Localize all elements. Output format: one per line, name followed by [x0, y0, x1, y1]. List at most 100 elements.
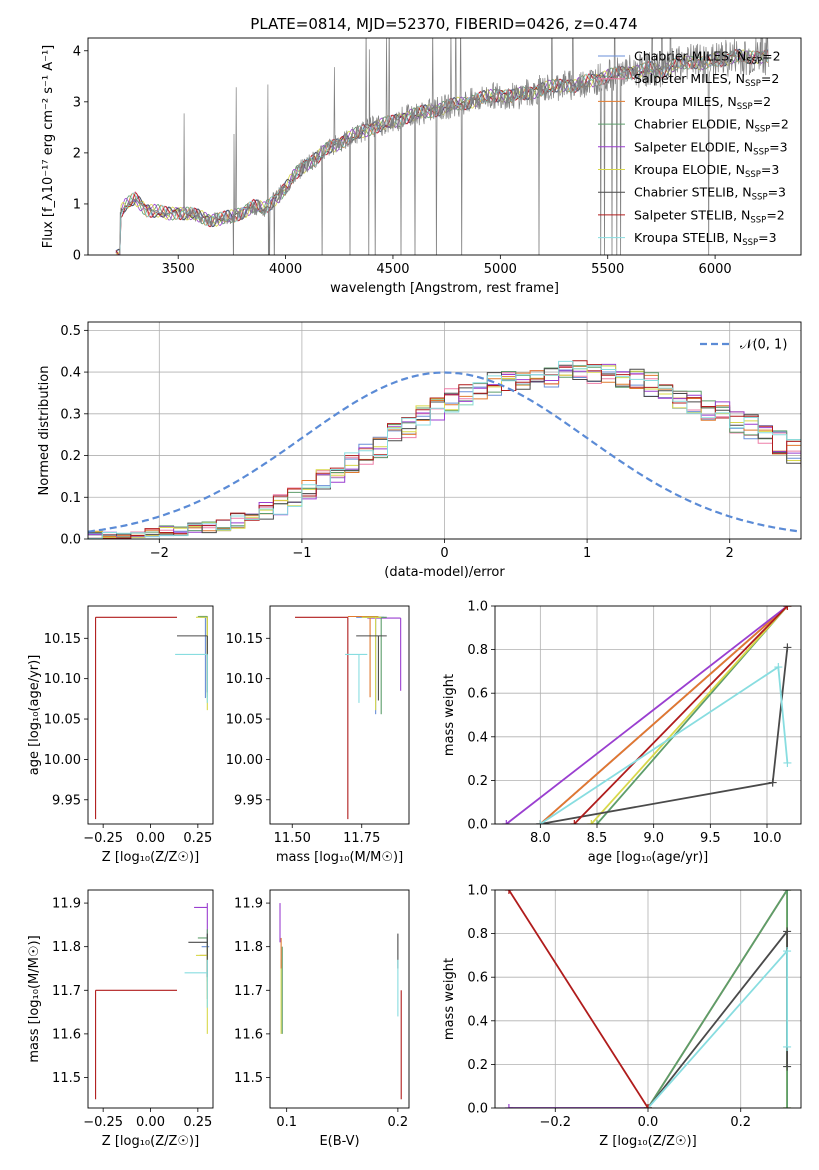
y-tick-label: 1.0 [467, 600, 488, 615]
panels: 3500 4000 4500 5000 5500 6000 0 1 2 3 4 wavelength … [27, 37, 802, 1149]
x-tick-label: 8.0 [530, 831, 551, 846]
x-tick-label: 9.0 [643, 831, 664, 846]
y-tick-label: 10.10 [226, 672, 263, 687]
y-tick-label: 9.95 [234, 793, 263, 808]
y-tick-label: 11.9 [52, 897, 81, 912]
y-tick-label: 10.15 [44, 632, 81, 647]
x-tick-label: 1 [583, 546, 591, 561]
spectrum-legend: Chabrier MILES, NSSP=2 Salpeter MILES, NS… [598, 49, 789, 248]
weight-marker [783, 1042, 792, 1051]
x-tick-label: 5500 [591, 262, 624, 277]
x-tick-label: −0.25 [83, 1115, 123, 1130]
x-tick-label: 0.00 [136, 831, 165, 846]
y-tick-label: 0.0 [467, 818, 488, 833]
axes-frame [87, 37, 802, 256]
error-bars [279, 903, 402, 1100]
y-tick-label: 11.8 [234, 940, 263, 955]
x-tick-label: 6000 [699, 262, 732, 277]
y-tick-label: 9.95 [52, 793, 81, 808]
y-tick-label: 0.4 [467, 730, 488, 745]
mass-vs-EBV-panel: 0.1 0.2 11.5 11.6 11.7 11.8 11.9 E(B-V) [234, 889, 410, 1149]
legend-label: 𝒩(0, 1) [740, 338, 787, 353]
y-tick-label: 1 [73, 197, 81, 212]
axes-frame [87, 889, 214, 1109]
error-bars [95, 903, 210, 1100]
weight-marker [783, 890, 792, 894]
y-tick-label: 10.00 [226, 753, 263, 768]
axes-frame [87, 605, 214, 825]
y-axis-label: mass weight [442, 674, 457, 756]
mass-vs-Z-panel: −0.25 0.00 0.25 11.5 11.6 11.7 11.8 11.9 Z [log₁… [27, 889, 214, 1149]
x-tick-label: 4000 [269, 262, 302, 277]
y-tick-label: 11.5 [52, 1071, 81, 1086]
weight-marker [783, 1062, 792, 1071]
x-tick-label: 11.50 [274, 831, 311, 846]
weight-vs-age-panel: 8.0 8.5 9.0 9.5 10.0 0.0 0.2 0.4 0.6 0.8 1.0 age [l… [442, 600, 802, 865]
y-tick-label: 11.6 [234, 1027, 263, 1042]
y-tick-label: 0.4 [60, 366, 81, 381]
y-axis-label: mass [log₁₀(M/M☉)] [27, 935, 42, 1062]
legend-label: Kroupa MILES, NSSP=2 [634, 94, 771, 112]
y-tick-label: 11.9 [234, 897, 263, 912]
weight-marker [504, 1104, 513, 1108]
legend-label: Chabrier ELODIE, NSSP=2 [634, 117, 789, 135]
weight-line [539, 606, 788, 824]
x-tick-label: 9.5 [700, 831, 721, 846]
x-tick-label: 5000 [484, 262, 517, 277]
weight-marker [783, 758, 792, 767]
x-axis-label: Z [log₁₀(Z/Z☉)] [102, 1134, 199, 1149]
x-tick-label: 0.00 [136, 1115, 165, 1130]
weight-lines [504, 890, 792, 1108]
y-tick-label: 0.6 [467, 971, 488, 986]
legend-label: Salpeter STELIB, NSSP=2 [634, 207, 785, 225]
y-tick-label: 10.10 [44, 672, 81, 687]
x-axis-label: wavelength [Angstrom, rest frame] [330, 281, 559, 296]
histogram-step [88, 360, 801, 539]
x-axis-label: (data-model)/error [384, 565, 505, 580]
x-axis-label: E(B-V) [319, 1134, 359, 1149]
y-tick-label: 0.0 [60, 533, 81, 548]
axes-frame [269, 889, 410, 1109]
y-tick-label: 1.0 [467, 884, 488, 899]
weight-marker [644, 1104, 652, 1108]
weight-marker [504, 890, 513, 894]
weight-marker [502, 820, 511, 824]
y-tick-label: 11.8 [52, 940, 81, 955]
legend-label: Salpeter MILES, NSSP=2 [634, 71, 779, 89]
x-tick-label: 11.75 [343, 831, 380, 846]
weight-marker [783, 1104, 792, 1108]
x-tick-label: 10.0 [753, 831, 782, 846]
weight-marker [783, 606, 792, 610]
y-tick-label: 3 [73, 95, 81, 110]
y-tick-label: 0.3 [60, 407, 81, 422]
error-bars [95, 615, 208, 820]
x-axis-label: age [log₁₀(age/yr)] [588, 850, 709, 865]
x-tick-label: 2 [726, 546, 734, 561]
y-axis-label: Normed distribution [37, 366, 52, 496]
weight-lines [502, 606, 792, 824]
x-tick-label: 0.0 [638, 1115, 659, 1130]
y-tick-label: 11.5 [234, 1071, 263, 1086]
y-tick-label: 10.15 [226, 632, 263, 647]
x-tick-label: −1 [292, 546, 311, 561]
x-tick-label: 0.25 [183, 1115, 212, 1130]
y-tick-label: 0.2 [467, 1058, 488, 1073]
x-tick-label: −0.2 [539, 1115, 571, 1130]
x-axis-label: Z [log₁₀(Z/Z☉)] [102, 850, 199, 865]
x-tick-label: 0.1 [276, 1115, 297, 1130]
y-tick-label: 10.05 [44, 713, 81, 728]
age-vs-mass-panel: 11.50 11.75 9.95 10.00 10.05 10.10 10.15 mass [… [226, 605, 410, 865]
x-tick-label: 8.5 [587, 831, 608, 846]
y-tick-label: 0.2 [60, 449, 81, 464]
weight-marker [774, 663, 783, 672]
y-tick-label: 10.05 [226, 713, 263, 728]
x-tick-label: 0 [440, 546, 448, 561]
axes-frame [269, 605, 410, 825]
weight-line [590, 606, 789, 824]
x-tick-label: 0.25 [183, 831, 212, 846]
age-vs-Z-panel: −0.25 0.00 0.25 9.95 10.00 10.05 10.10 10.15 Z [… [27, 605, 214, 865]
spectrum-lines [115, 38, 770, 255]
spectrum-panel: 3500 4000 4500 5000 5500 6000 0 1 2 3 4 wavelength … [41, 37, 802, 296]
